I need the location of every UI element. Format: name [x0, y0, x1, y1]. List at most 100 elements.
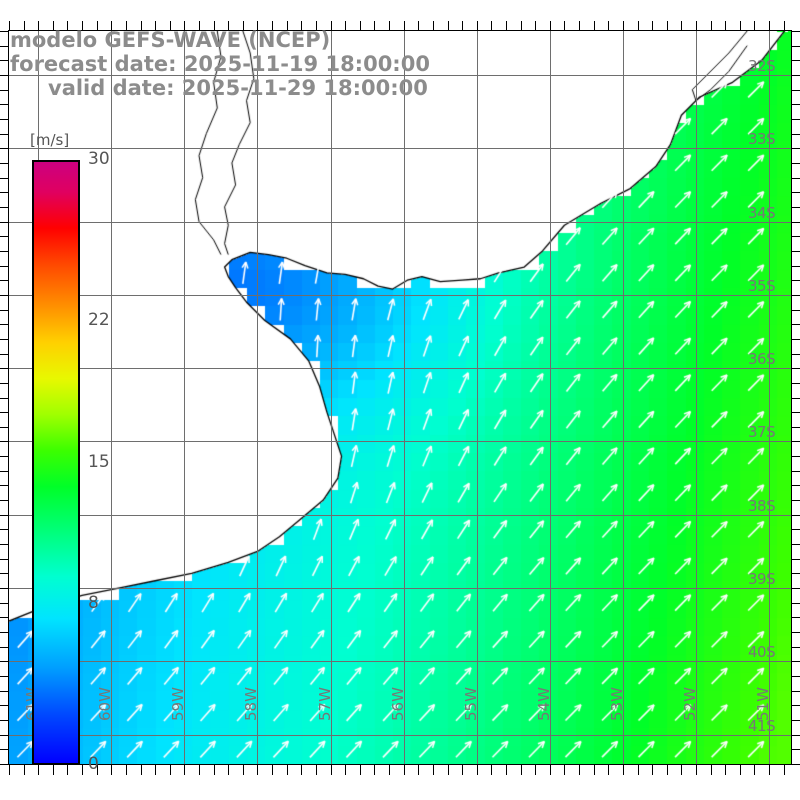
- gridline-lat-36S: [9, 368, 791, 369]
- tick: [404, 764, 405, 775]
- tick: [111, 21, 112, 30]
- tick: [0, 104, 8, 105]
- tick: [579, 764, 580, 775]
- tick: [0, 222, 8, 223]
- gridline-lat-33S: [9, 148, 791, 149]
- tick: [740, 764, 741, 775]
- tick: [170, 764, 171, 775]
- tick: [0, 398, 8, 399]
- tick: [564, 764, 565, 775]
- lat-label-35S: 35S: [748, 276, 776, 295]
- lon-label-54W: 54W: [534, 687, 553, 721]
- tick: [67, 764, 68, 775]
- tick: [360, 764, 361, 775]
- tick: [0, 573, 8, 574]
- tick: [0, 661, 8, 662]
- tick: [0, 163, 8, 164]
- tick: [791, 471, 800, 472]
- tick: [579, 21, 580, 30]
- tick: [243, 764, 244, 775]
- tick: [791, 603, 800, 604]
- tick: [0, 676, 8, 677]
- tick: [9, 21, 10, 30]
- tick: [791, 383, 800, 384]
- lat-label-32S: 32S: [748, 56, 776, 75]
- tick: [791, 529, 800, 530]
- tick: [374, 764, 375, 775]
- lon-label-53W: 53W: [607, 687, 626, 721]
- tick: [652, 764, 653, 775]
- tick: [0, 412, 8, 413]
- tick: [791, 735, 800, 736]
- tick: [0, 471, 8, 472]
- tick: [791, 207, 800, 208]
- tick: [791, 134, 800, 135]
- tick: [791, 632, 800, 633]
- lon-label-51W: 51W: [754, 687, 773, 721]
- tick: [521, 21, 522, 30]
- tick: [550, 764, 551, 775]
- tick: [24, 764, 25, 775]
- tick: [360, 21, 361, 30]
- tick: [53, 764, 54, 775]
- tick: [791, 500, 800, 501]
- tick: [791, 354, 800, 355]
- tick: [316, 764, 317, 775]
- tick: [791, 691, 800, 692]
- tick: [791, 559, 800, 560]
- tick: [24, 21, 25, 30]
- tick: [652, 21, 653, 30]
- tick: [0, 559, 8, 560]
- tick: [97, 21, 98, 30]
- tick: [740, 21, 741, 30]
- tick: [0, 266, 8, 267]
- tick: [623, 764, 624, 775]
- tick: [126, 764, 127, 775]
- tick: [594, 21, 595, 30]
- colorbar-unit-label: [m/s]: [30, 131, 70, 149]
- tick: [301, 21, 302, 30]
- tick: [550, 21, 551, 30]
- tick: [791, 456, 800, 457]
- tick: [0, 705, 8, 706]
- tick: [38, 764, 39, 775]
- tick: [791, 705, 800, 706]
- tick: [791, 412, 800, 413]
- tick: [0, 735, 8, 736]
- tick: [287, 21, 288, 30]
- gridline-lat-41S: [9, 735, 791, 736]
- tick: [448, 764, 449, 775]
- tick: [564, 21, 565, 30]
- gridline-lat-40S: [9, 661, 791, 662]
- tick: [791, 163, 800, 164]
- tick: [97, 764, 98, 775]
- tick: [791, 647, 800, 648]
- tick: [535, 764, 536, 775]
- tick: [257, 21, 258, 30]
- lon-label-58W: 58W: [242, 687, 261, 721]
- colorbar: 30 22 15 8 0: [32, 149, 110, 774]
- tick: [791, 280, 800, 281]
- tick: [404, 21, 405, 30]
- tick: [0, 46, 8, 47]
- tick: [389, 764, 390, 775]
- colorbar-gradient: [32, 160, 80, 765]
- tick: [53, 21, 54, 30]
- tick: [111, 764, 112, 775]
- tick: [0, 280, 8, 281]
- tick: [184, 21, 185, 30]
- tick: [448, 21, 449, 30]
- tick: [82, 764, 83, 775]
- tick: [791, 90, 800, 91]
- tick: [535, 21, 536, 30]
- colorbar-tick-0: 0: [88, 754, 99, 774]
- gridline-lon-56W: [404, 31, 405, 764]
- tick: [0, 500, 8, 501]
- tick: [199, 21, 200, 30]
- lat-label-37S: 37S: [748, 423, 776, 442]
- gridline-lon-55W: [477, 31, 478, 764]
- tick: [141, 21, 142, 30]
- tick: [418, 764, 419, 775]
- lat-label-34S: 34S: [748, 203, 776, 222]
- tick: [696, 764, 697, 775]
